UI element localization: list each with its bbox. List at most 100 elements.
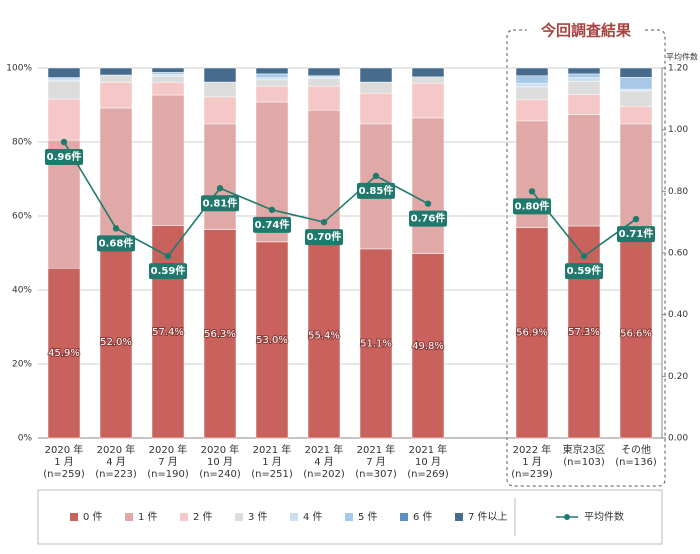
y2-tick-label: 0.40 <box>668 310 688 320</box>
y-tick-label: 0% <box>18 434 33 444</box>
bar-label: 56.6% <box>620 328 652 339</box>
x-tick-line: 2021 年 <box>357 443 396 456</box>
x-tick-line: その他 <box>621 443 651 456</box>
bar-segment <box>619 228 653 439</box>
bar-segment <box>307 109 341 234</box>
legend-label: 7 件以上 <box>468 511 508 523</box>
y-tick-label: 80% <box>12 138 32 148</box>
legend-swatch <box>235 513 243 521</box>
y-tick-label: 100% <box>6 64 32 74</box>
x-tick-line: 2020 年 <box>201 443 240 456</box>
x-tick-line: (n=259) <box>43 469 85 480</box>
y2-tick-label: 0.60 <box>668 249 688 259</box>
bar-segment <box>411 253 445 439</box>
line-marker <box>164 252 172 260</box>
bar-segment <box>99 245 133 439</box>
line-marker <box>60 138 68 146</box>
line-marker <box>580 252 588 260</box>
x-tick-line: (n=136) <box>615 457 657 468</box>
y2-label: 平均件数 <box>666 52 698 62</box>
legend-swatch <box>400 513 408 521</box>
bar-label: 57.3% <box>568 327 600 338</box>
x-tick-line: (n=240) <box>199 469 241 480</box>
bar-segment <box>567 225 601 439</box>
legend-marker <box>564 514 570 520</box>
x-tick-line: 10 月 <box>207 456 233 468</box>
legend-swatch <box>70 513 78 521</box>
line-label: 0.70件 <box>307 230 342 243</box>
bar-segment <box>151 67 185 73</box>
x-tick-line: 2021 年 <box>253 443 292 456</box>
x-tick-line: 10 月 <box>415 456 441 468</box>
legend-swatch <box>345 513 353 521</box>
bar-segment <box>515 86 549 101</box>
bar-segment <box>515 99 549 122</box>
line-label: 0.76件 <box>411 212 446 225</box>
bar-segment <box>99 107 133 246</box>
bar-segment <box>307 77 341 87</box>
x-tick-line: 4 月 <box>106 456 126 468</box>
line-label-bg <box>617 226 655 243</box>
bar-segment <box>255 85 289 103</box>
line-label-bg <box>45 149 83 165</box>
legend-swatch <box>125 513 133 521</box>
bar-segment <box>567 81 601 95</box>
legend-swatch <box>180 513 188 521</box>
annotation-bg <box>527 20 645 42</box>
x-tick-line: (n=190) <box>147 469 189 480</box>
legend-label: 6 件 <box>413 511 433 523</box>
bar-label: 57.4% <box>152 327 184 338</box>
x-tick-line: (n=202) <box>303 469 345 480</box>
bar-segment <box>567 114 601 227</box>
y2-tick-label: 0.20 <box>668 372 688 382</box>
bar-label: 56.3% <box>204 329 236 340</box>
line-label: 0.85件 <box>359 184 394 197</box>
x-tick-line: 1 月 <box>522 456 542 468</box>
bar-label: 55.4% <box>308 331 340 342</box>
y2-tick-label: 0.80 <box>668 187 688 197</box>
bar-segment <box>47 80 81 100</box>
bar-segment <box>619 123 653 229</box>
x-tick-line: 1 月 <box>54 456 74 468</box>
line-label-bg <box>97 235 135 252</box>
x-tick-line: (n=223) <box>95 469 137 480</box>
legend-swatch <box>290 513 298 521</box>
bar-segment <box>255 79 289 87</box>
line-label: 0.74件 <box>255 218 290 231</box>
annotation: 今回調査結果 <box>540 22 632 40</box>
line-marker <box>112 225 120 232</box>
line-label-bg <box>305 229 343 246</box>
y-tick-label: 60% <box>12 212 32 222</box>
bar-segment <box>411 67 445 78</box>
bar-segment <box>515 227 549 439</box>
x-tick-line: (n=239) <box>511 469 553 480</box>
y-tick-label: 20% <box>12 360 32 370</box>
line-marker <box>320 218 328 226</box>
line-label-bg <box>357 182 395 199</box>
bar-segment <box>203 229 237 439</box>
x-tick-line: 1 月 <box>262 456 282 468</box>
bar-segment <box>515 67 549 77</box>
line-label: 0.96件 <box>47 150 82 163</box>
x-tick-line: 2022 年 <box>513 443 552 456</box>
legend-label: 5 件 <box>358 511 378 523</box>
bar-segment <box>567 94 601 115</box>
bar-segment <box>567 67 601 75</box>
line-marker <box>632 215 640 223</box>
line-label: 0.81件 <box>203 196 238 209</box>
x-tick-line: 2021 年 <box>409 443 448 456</box>
bar-segment <box>359 67 393 83</box>
x-tick-line: 7 月 <box>158 456 178 468</box>
bar-segment <box>255 67 289 75</box>
legend-label: 2 件 <box>193 511 213 523</box>
bar-label: 45.9% <box>48 348 80 359</box>
bar-segment <box>203 96 237 125</box>
line-label-bg <box>253 216 291 233</box>
bar-segment <box>515 82 549 88</box>
bar-segment <box>151 75 185 83</box>
legend-label: 平均件数 <box>584 510 624 523</box>
